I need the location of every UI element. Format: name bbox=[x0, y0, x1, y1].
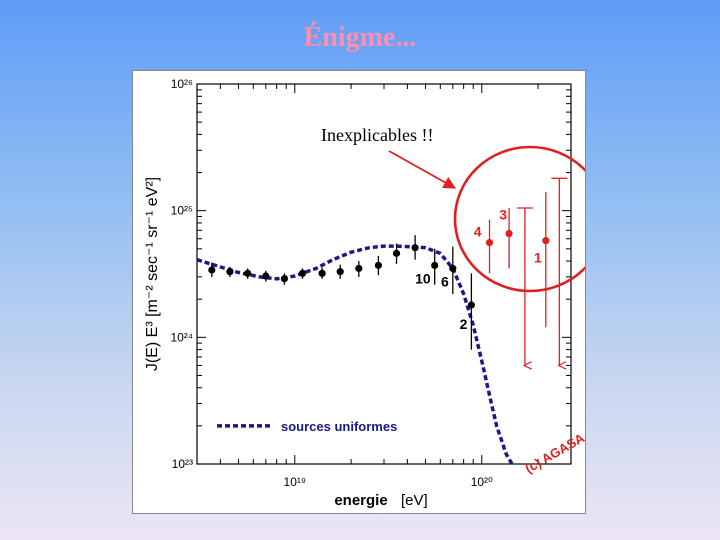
x-tick-label: 10²⁰ bbox=[471, 475, 493, 489]
data-point bbox=[431, 261, 439, 269]
data-point bbox=[467, 301, 475, 309]
data-point bbox=[262, 272, 270, 280]
legend-label: sources uniformes bbox=[281, 419, 397, 434]
data-point bbox=[226, 268, 234, 276]
y-tick-label: 10²⁴ bbox=[171, 330, 194, 344]
x-tick-label: 10¹⁹ bbox=[284, 475, 306, 489]
data-point bbox=[449, 264, 457, 273]
data-point bbox=[336, 268, 344, 276]
model-curve-group: sources uniformes bbox=[196, 244, 514, 465]
agasa-watermark: (c) AGASA bbox=[522, 430, 585, 476]
outlier-point bbox=[542, 237, 550, 245]
outlier-point bbox=[505, 229, 513, 238]
chart-annotation-inexplicables: Inexplicables !! bbox=[321, 125, 433, 145]
cosmic-ray-spectrum-chart: 10²³ 10²⁴ 10²⁵ 10²⁶ 10¹⁹ 10²⁰ energie [eV] J(E) … bbox=[144, 77, 607, 509]
data-point bbox=[244, 269, 252, 277]
data-point bbox=[355, 264, 363, 273]
data-point bbox=[374, 261, 382, 269]
data-point bbox=[318, 269, 326, 277]
data-point-label: 2 bbox=[460, 316, 468, 332]
slide-title: Énigme... bbox=[303, 22, 417, 53]
data-point bbox=[392, 249, 401, 257]
highlight-circle bbox=[453, 145, 607, 293]
y-axis-label: J(E) E³ [m⁻² sec⁻¹ sr⁻¹ eV²] bbox=[144, 177, 161, 371]
outlier-point-label: 4 bbox=[474, 224, 482, 240]
data-point bbox=[298, 269, 307, 277]
y-tick-label: 10²⁵ bbox=[171, 204, 193, 218]
y-tick-label: 10²³ bbox=[172, 457, 193, 471]
outlier-point-label: 1 bbox=[534, 250, 542, 266]
x-axis-label: energie bbox=[334, 492, 387, 509]
x-axis-unit: [eV] bbox=[401, 492, 428, 509]
chart-frame: 10²³ 10²⁴ 10²⁵ 10²⁶ 10¹⁹ 10²⁰ energie [eV] J(E) … bbox=[132, 70, 607, 514]
outlier-point bbox=[485, 238, 494, 247]
data-points-group: 10 6 2 4 3 1 bbox=[208, 177, 568, 365]
axes: 10²³ 10²⁴ 10²⁵ 10²⁶ 10¹⁹ 10²⁰ energie [eV] J(E) … bbox=[144, 77, 572, 509]
outlier-point-label: 3 bbox=[499, 207, 507, 223]
annotation-arrow bbox=[388, 150, 457, 189]
data-point bbox=[280, 275, 288, 283]
data-point-label: 10 bbox=[415, 270, 431, 286]
data-point bbox=[411, 244, 419, 252]
y-tick-label: 10²⁶ bbox=[171, 77, 193, 91]
model-curve-sources-uniformes bbox=[196, 244, 514, 465]
data-point bbox=[208, 266, 216, 274]
data-point-label: 6 bbox=[441, 273, 449, 289]
